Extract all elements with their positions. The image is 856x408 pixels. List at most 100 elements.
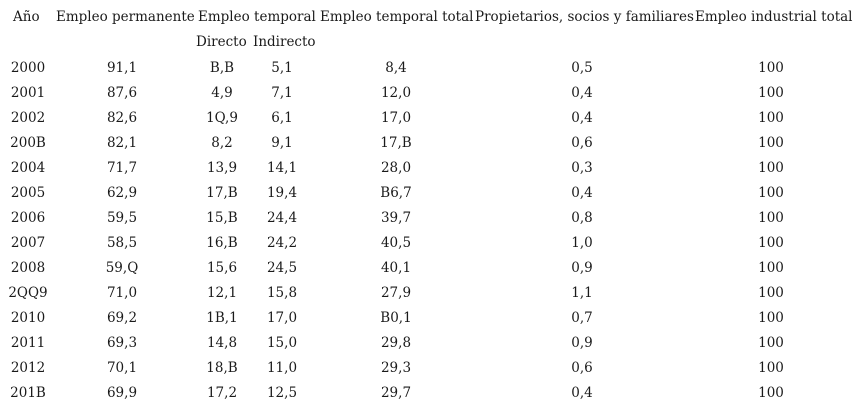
cell-year: 2QQ9 [8, 285, 48, 301]
cell-year: 2004 [10, 160, 46, 176]
cell-direct: 13,9 [206, 160, 238, 176]
cell-indirect: 5,1 [271, 60, 293, 76]
table-row: 2006 59,5 15,B 24,4 39,7 0,8 100 [0, 208, 856, 233]
cell-indirect: 24,2 [266, 235, 298, 251]
cell-owners: 0,8 [571, 210, 593, 226]
cell-industrial-total: 100 [758, 110, 784, 126]
table-row: 2002 82,6 1Q,9 6,1 17,0 0,4 100 [0, 108, 856, 133]
cell-industrial-total: 100 [758, 135, 784, 151]
cell-industrial-total: 100 [758, 285, 784, 301]
cell-temporary-total: 40,5 [380, 235, 412, 251]
cell-year: 2007 [10, 235, 46, 251]
header-industrial-total: Empleo industrial total [695, 9, 853, 25]
cell-direct: 17,2 [206, 385, 238, 401]
cell-owners: 0,9 [571, 335, 593, 351]
cell-temporary-total: 28,0 [380, 160, 412, 176]
table-row: 2011 69,3 14,8 15,0 29,8 0,9 100 [0, 333, 856, 358]
header-temporary-total: Empleo temporal total [320, 9, 474, 25]
cell-permanent: 59,5 [106, 210, 138, 226]
cell-industrial-total: 100 [758, 235, 784, 251]
cell-industrial-total: 100 [758, 335, 784, 351]
cell-year: 2000 [10, 60, 46, 76]
header-owners: Propietarios, socios y familiares [475, 9, 694, 25]
table-row: 201B 69,9 17,2 12,5 29,7 0,4 100 [0, 383, 856, 408]
cell-indirect: 9,1 [271, 135, 293, 151]
header-temporary: Empleo temporal [198, 9, 316, 25]
cell-direct: 8,2 [211, 135, 233, 151]
cell-direct: 1B,1 [206, 310, 238, 326]
cell-temporary-total: B6,7 [380, 185, 412, 201]
cell-temporary-total: 8,4 [385, 60, 407, 76]
cell-permanent: 62,9 [106, 185, 138, 201]
cell-permanent: 71,7 [106, 160, 138, 176]
table-row: 2008 59,Q 15,6 24,5 40,1 0,9 100 [0, 258, 856, 283]
table-row: 2012 70,1 18,B 11,0 29,3 0,6 100 [0, 358, 856, 383]
table-row: 2001 87,6 4,9 7,1 12,0 0,4 100 [0, 83, 856, 108]
cell-permanent: 69,3 [106, 335, 138, 351]
cell-owners: 0,4 [571, 85, 593, 101]
cell-owners: 0,4 [571, 110, 593, 126]
cell-industrial-total: 100 [758, 160, 784, 176]
cell-direct: B,B [209, 60, 235, 76]
header-permanent: Empleo permanente [56, 9, 195, 25]
cell-year: 2006 [10, 210, 46, 226]
cell-direct: 15,B [206, 210, 238, 226]
cell-temporary-total: 12,0 [380, 85, 412, 101]
subheader-indirect: Indirecto [253, 34, 316, 50]
cell-direct: 15,6 [206, 260, 238, 276]
cell-direct: 12,1 [206, 285, 238, 301]
cell-permanent: 82,6 [106, 110, 138, 126]
cell-temporary-total: 39,7 [380, 210, 412, 226]
cell-permanent: 87,6 [106, 85, 138, 101]
table-row: 2QQ9 71,0 12,1 15,8 27,9 1,1 100 [0, 283, 856, 308]
cell-permanent: 69,2 [106, 310, 138, 326]
cell-temporary-total: 17,B [380, 135, 412, 151]
cell-owners: 0,5 [571, 60, 593, 76]
cell-industrial-total: 100 [758, 185, 784, 201]
cell-year: 201B [10, 385, 46, 401]
cell-owners: 1,1 [571, 285, 593, 301]
cell-year: 2012 [10, 360, 46, 376]
cell-indirect: 11,0 [266, 360, 298, 376]
cell-indirect: 14,1 [266, 160, 298, 176]
cell-indirect: 17,0 [266, 310, 298, 326]
cell-permanent: 70,1 [106, 360, 138, 376]
cell-year: 2001 [10, 85, 46, 101]
cell-permanent: 91,1 [106, 60, 138, 76]
cell-owners: 0,9 [571, 260, 593, 276]
cell-owners: 0,4 [571, 385, 593, 401]
cell-industrial-total: 100 [758, 385, 784, 401]
cell-industrial-total: 100 [758, 260, 784, 276]
cell-year: 2005 [10, 185, 46, 201]
cell-direct: 4,9 [211, 85, 233, 101]
cell-year: 2010 [10, 310, 46, 326]
cell-temporary-total: 29,3 [380, 360, 412, 376]
cell-industrial-total: 100 [758, 210, 784, 226]
cell-owners: 0,3 [571, 160, 593, 176]
cell-permanent: 58,5 [106, 235, 138, 251]
cell-owners: 0,7 [571, 310, 593, 326]
cell-industrial-total: 100 [758, 85, 784, 101]
table-row: 2000 91,1 B,B 5,1 8,4 0,5 100 [0, 58, 856, 83]
cell-owners: 0,6 [571, 135, 593, 151]
cell-indirect: 15,8 [266, 285, 298, 301]
cell-indirect: 6,1 [271, 110, 293, 126]
cell-indirect: 24,5 [266, 260, 298, 276]
cell-year: 2008 [10, 260, 46, 276]
table-row: 2005 62,9 17,B 19,4 B6,7 0,4 100 [0, 183, 856, 208]
table-row: 2010 69,2 1B,1 17,0 B0,1 0,7 100 [0, 308, 856, 333]
cell-direct: 18,B [206, 360, 238, 376]
cell-direct: 17,B [206, 185, 238, 201]
cell-permanent: 59,Q [105, 260, 139, 276]
cell-temporary-total: 27,9 [380, 285, 412, 301]
cell-temporary-total: 29,7 [380, 385, 412, 401]
cell-year: 2011 [10, 335, 46, 351]
cell-owners: 1,0 [571, 235, 593, 251]
cell-permanent: 71,0 [106, 285, 138, 301]
cell-indirect: 19,4 [266, 185, 298, 201]
cell-permanent: 69,9 [106, 385, 138, 401]
cell-temporary-total: 17,0 [380, 110, 412, 126]
cell-indirect: 7,1 [271, 85, 293, 101]
cell-year: 200B [10, 135, 46, 151]
